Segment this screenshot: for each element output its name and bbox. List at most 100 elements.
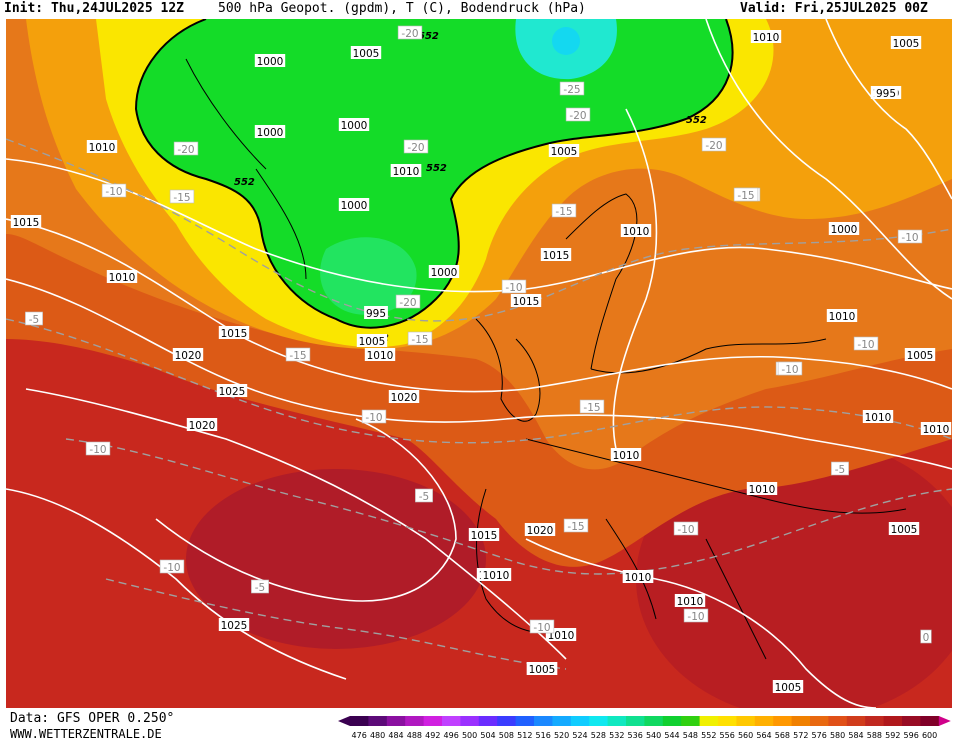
legend-tick-label: 520	[554, 731, 569, 740]
temperature-label-box	[733, 187, 759, 202]
isobar-label-box	[540, 248, 572, 261]
legend-tick-label: 476	[352, 731, 367, 740]
temperature-label-box	[361, 409, 387, 424]
temperature-label-box	[501, 279, 527, 294]
isobar-label: 995	[876, 88, 896, 100]
legend-tick-label: 592	[885, 731, 900, 740]
isobar-label: 1005	[775, 682, 802, 694]
legend-swatch	[920, 716, 940, 726]
isobar-label: 1010	[548, 630, 575, 642]
isobar-label: 1015	[221, 328, 248, 340]
color-legend: 476 480 484 488 492 496 500 504 508 512 516 520 524 5…	[338, 716, 951, 740]
isobar-label-box	[172, 348, 204, 361]
isobar-label-box	[746, 482, 778, 495]
isobar-label-box	[610, 448, 642, 461]
temperature-label-box	[173, 141, 199, 156]
isobar-label-box	[510, 294, 542, 307]
legend-arrow-low	[338, 716, 350, 726]
isobar-label-box	[468, 528, 500, 541]
isobar-label-box	[548, 144, 580, 157]
legend-tick-label: 600	[922, 731, 937, 740]
isobar-label: 1015	[13, 217, 40, 229]
legend-swatch	[350, 716, 369, 726]
isobar-label-box	[772, 680, 804, 693]
isobar-label: 1010	[923, 424, 950, 436]
temperature-label-box	[407, 331, 433, 346]
valid-time: Valid: Fri,25JUL2025 00Z	[740, 1, 928, 16]
temperature-label: 0	[923, 632, 930, 644]
legend-swatch	[681, 716, 701, 726]
isobar-label-box	[218, 618, 250, 631]
legend-swatch	[626, 716, 645, 726]
field-green-light	[320, 237, 417, 315]
map-header: Init: Thu,24JUL2025 12Z 500 hPa Geopot. …	[0, 0, 959, 19]
isobar-label: 1010	[367, 350, 394, 362]
isobar-label: 1005	[551, 146, 578, 158]
legend-tick-label: 488	[407, 731, 422, 740]
legend-tick-label: 584	[848, 731, 863, 740]
isobar-label: 1000	[831, 224, 858, 236]
legend-tick-label: 588	[867, 731, 882, 740]
legend-tick-label: 536	[628, 731, 643, 740]
legend-swatch	[570, 716, 590, 726]
isobar-label: 1015	[513, 296, 540, 308]
temperature-label: -15	[567, 521, 584, 533]
temperature-label-box	[395, 294, 421, 309]
isobar-label: 1010	[109, 272, 136, 284]
temperature-label-box	[579, 399, 605, 414]
isobar-label-box	[350, 46, 382, 59]
isobar-label: 1020	[175, 350, 202, 362]
temperature-label: -15	[289, 350, 306, 362]
legend-swatch	[810, 716, 829, 726]
temperature-label: -20	[399, 297, 416, 309]
temperature-label-box	[563, 518, 589, 533]
legend-swatch	[865, 716, 885, 726]
isobar-label: 1015	[543, 250, 570, 262]
legend-swatch	[883, 716, 903, 726]
isobar-label-box	[920, 422, 952, 435]
legend-tick-label: 576	[812, 731, 827, 740]
field-cyan-core	[552, 27, 580, 55]
isobar-label-box	[828, 222, 860, 235]
isobar-label: 1005	[893, 38, 920, 50]
isobar-label-box	[428, 265, 460, 278]
geopot-label: 552	[686, 115, 707, 126]
legend-tick-label: 548	[683, 731, 698, 740]
isobar-label-box	[888, 522, 920, 535]
temperature-label-box	[169, 189, 195, 204]
legend-tick-label: 512	[517, 731, 532, 740]
isobar-label-box	[750, 30, 782, 43]
legend-swatch	[442, 716, 461, 726]
isobar-label: 1010	[829, 311, 856, 323]
isobar-label-box	[364, 306, 388, 319]
isobar-label: 1020	[189, 420, 216, 432]
temperature-label-box	[897, 229, 923, 244]
legend-swatch	[791, 716, 811, 726]
isobar-label: 1005	[907, 350, 934, 362]
legend-swatch	[386, 716, 406, 726]
isobar-label: 1000	[431, 267, 458, 279]
isobar-label: 1010	[677, 596, 704, 608]
temperature-label: -10	[365, 412, 382, 424]
isobar-label-box	[86, 140, 118, 153]
temperature-label-box	[285, 347, 311, 362]
legend-tick-label: 540	[646, 731, 661, 740]
temperature-label: -5	[835, 464, 845, 476]
temperature-label: -10	[857, 339, 874, 351]
temperature-label: -10	[163, 562, 180, 574]
temperature-label: -15	[555, 206, 572, 218]
isobar-label: 1010	[749, 484, 776, 496]
isobar-label: 1010	[393, 166, 420, 178]
isobar-label: 1015	[471, 530, 498, 542]
isobar-label-box	[338, 118, 370, 131]
isobar-label: 1000	[257, 56, 284, 68]
isobar-label: 1005	[353, 48, 380, 60]
temperature-label-box	[251, 579, 269, 594]
legend-tick-label: 564	[756, 731, 771, 740]
field-hot-core	[186, 469, 486, 649]
legend-tick-label: 504	[480, 731, 495, 740]
legend-swatch	[662, 716, 682, 726]
legend-swatch	[846, 716, 866, 726]
temperature-label: -10	[105, 186, 122, 198]
legend-swatch	[736, 716, 756, 726]
